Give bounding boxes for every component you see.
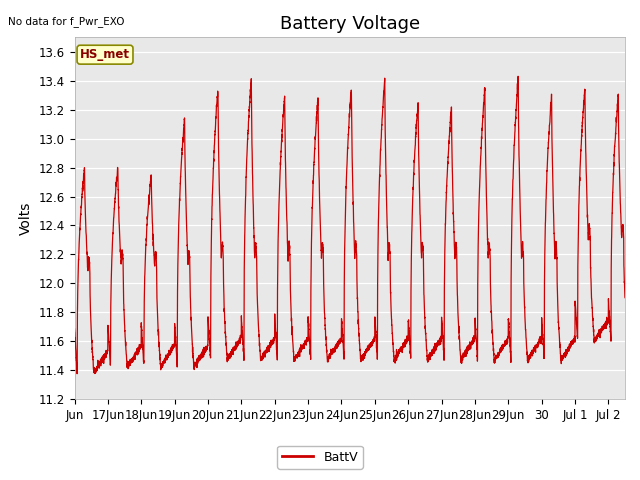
Title: Battery Voltage: Battery Voltage <box>280 15 420 33</box>
Legend: BattV: BattV <box>277 446 363 469</box>
Text: HS_met: HS_met <box>80 48 130 61</box>
Text: No data for f_Pwr_EXO: No data for f_Pwr_EXO <box>8 16 125 26</box>
Y-axis label: Volts: Volts <box>19 202 33 235</box>
